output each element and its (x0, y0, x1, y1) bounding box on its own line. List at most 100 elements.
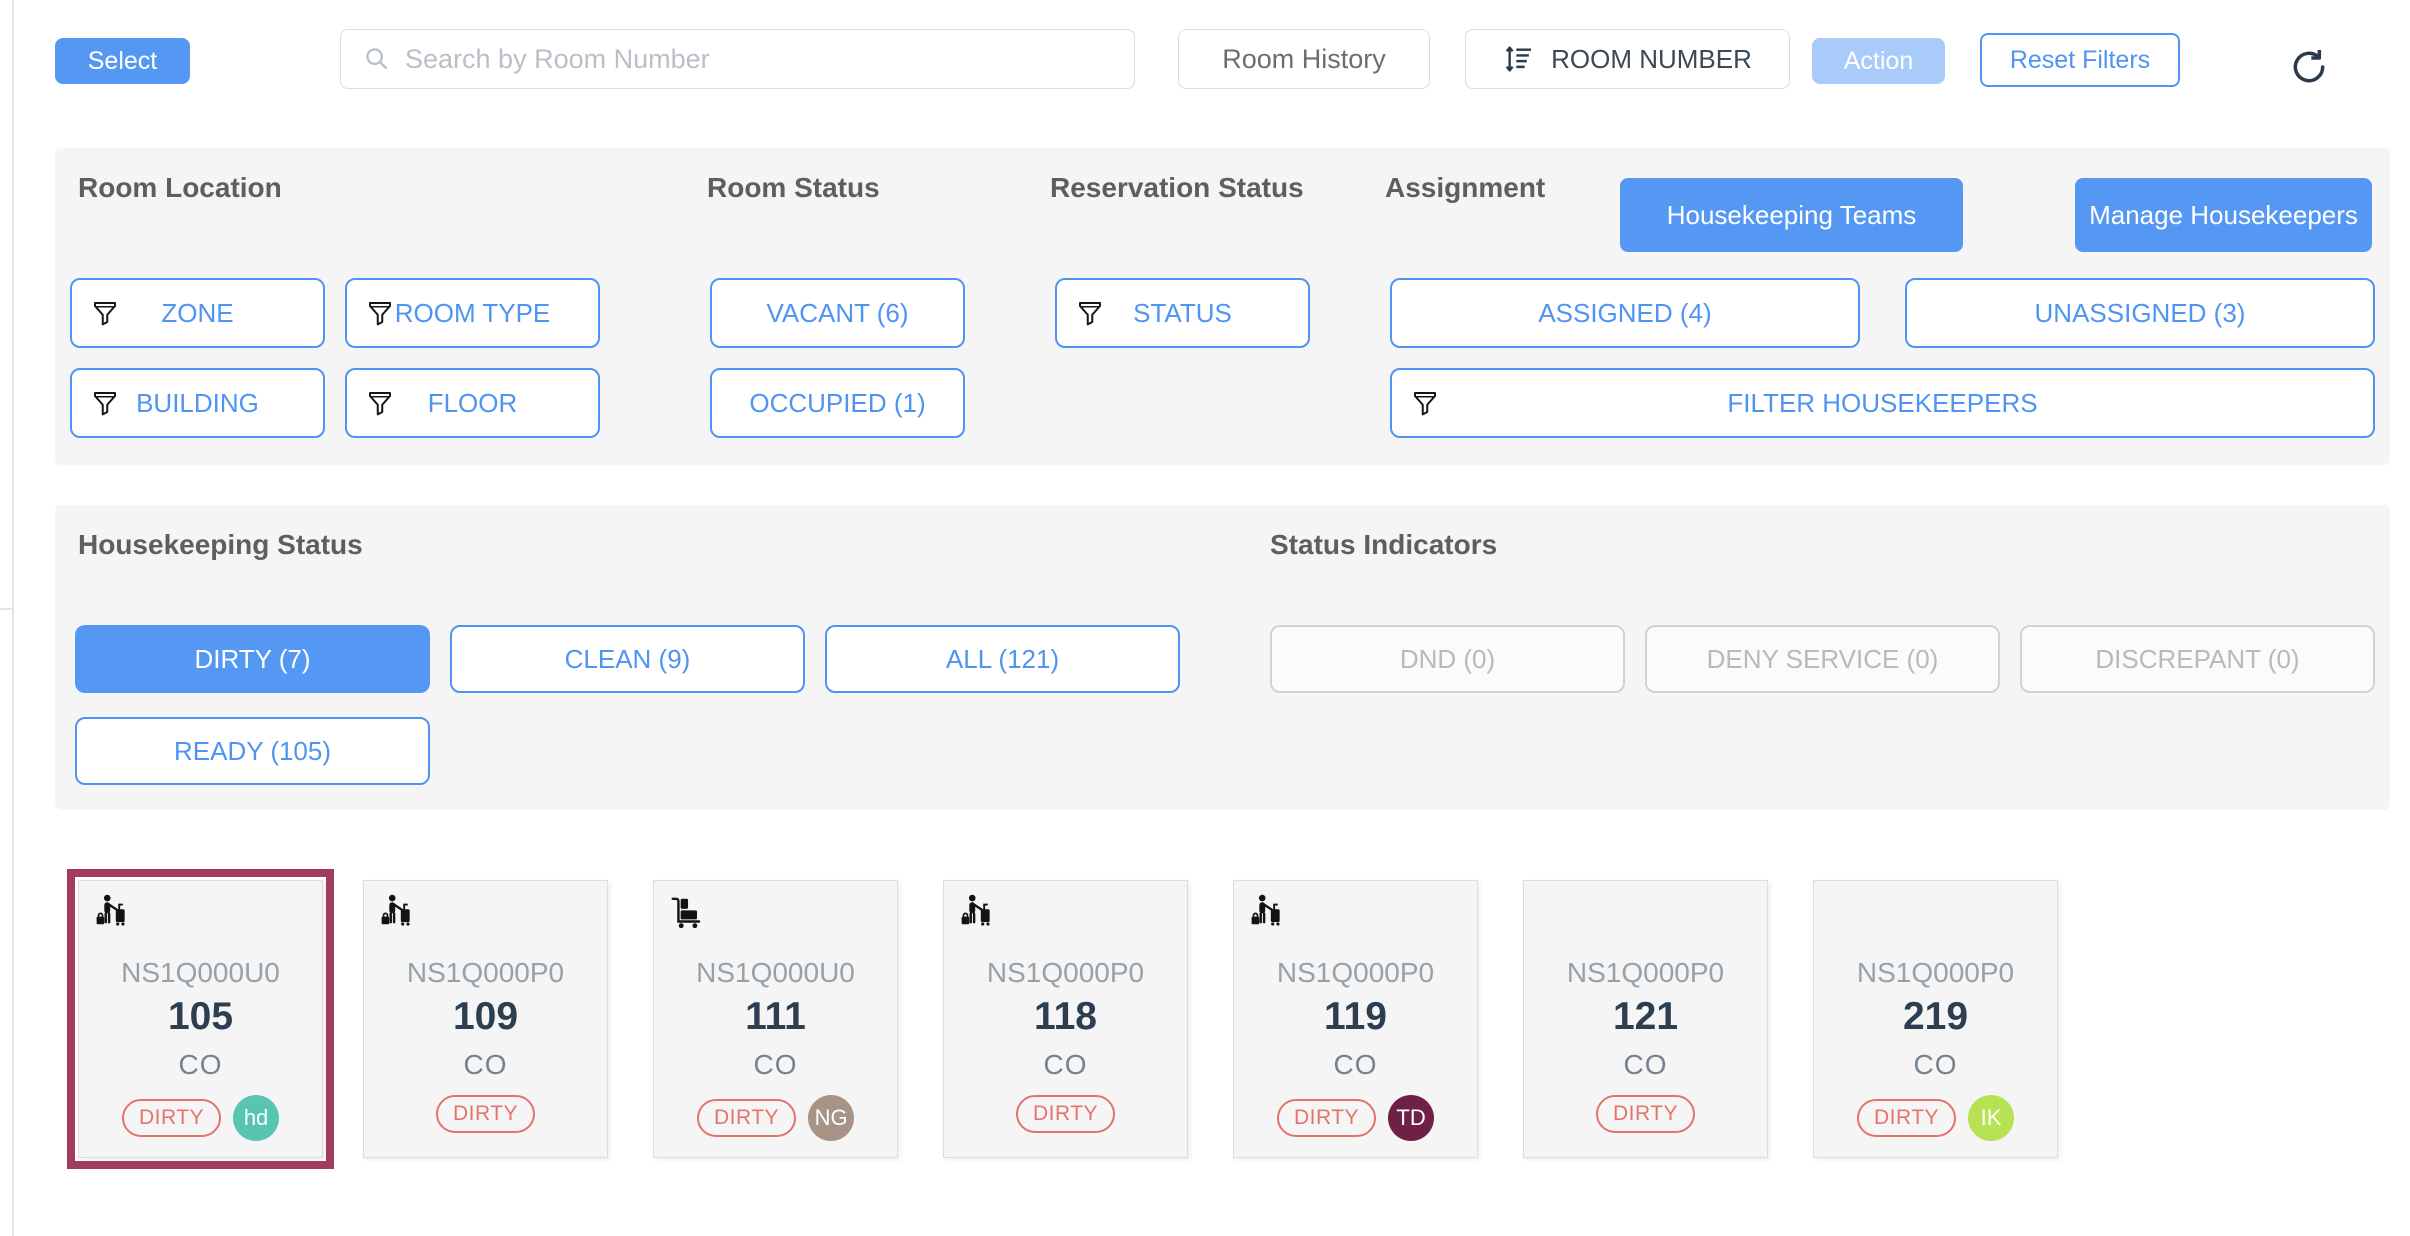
housekeeper-avatar[interactable]: NG (808, 1095, 855, 1141)
room-number: 105 (167, 995, 234, 1038)
room-type-filter-label: ROOM TYPE (394, 297, 551, 328)
room-type-code: NS1Q000P0 (1856, 957, 2015, 988)
room-badges: DIRTY hd (79, 1095, 322, 1141)
funnel-icon (365, 388, 395, 418)
room-type-code: NS1Q000P0 (986, 957, 1145, 988)
reset-filters-button[interactable]: Reset Filters (1980, 33, 2180, 87)
assigned-filter-button[interactable]: ASSIGNED (4) (1390, 278, 1860, 348)
room-number: 109 (452, 995, 519, 1038)
building-filter-button[interactable]: BUILDING (70, 368, 325, 438)
room-number: 119 (1324, 995, 1387, 1038)
filter-housekeepers-label: FILTER HOUSEKEEPERS (1727, 387, 2038, 418)
room-card-121[interactable]: NS1Q000P0 121 CO DIRTY (1523, 880, 1768, 1158)
room-type-code: NS1Q000U0 (121, 957, 280, 988)
floor-filter-label: FLOOR (427, 387, 518, 418)
housekeeping-teams-button[interactable]: Housekeeping Teams (1620, 178, 1963, 252)
unassigned-filter-button[interactable]: UNASSIGNED (3) (1905, 278, 2375, 348)
zone-filter-button[interactable]: ZONE (70, 278, 325, 348)
sidebar-edge-tick (0, 608, 12, 610)
guest-departure-icon (958, 893, 996, 931)
funnel-icon (1410, 388, 1440, 418)
room-type-code: NS1Q000P0 (1566, 957, 1725, 988)
room-number: 219 (1902, 995, 1969, 1038)
room-card-111[interactable]: NS1Q000U0 111 CO DIRTY NG (653, 880, 898, 1158)
dnd-filter-button: DND (0) (1270, 625, 1625, 693)
all-filter-button[interactable]: ALL (121) (825, 625, 1180, 693)
room-card-119[interactable]: NS1Q000P0 119 CO DIRTY TD (1233, 880, 1478, 1158)
refresh-button[interactable] (2285, 43, 2333, 91)
dirty-status-badge: DIRTY (121, 1099, 222, 1137)
deny-service-filter-button: DENY SERVICE (0) (1645, 625, 2000, 693)
sort-button[interactable]: ROOM NUMBER (1465, 29, 1790, 89)
zone-filter-label: ZONE (161, 297, 234, 328)
reservation-status-title: Reservation Status (1050, 172, 1304, 203)
reservation-status: CO (1333, 1049, 1378, 1080)
assignment-title: Assignment (1385, 172, 1546, 203)
room-card-118[interactable]: NS1Q000P0 118 CO DIRTY (943, 880, 1188, 1158)
discrepant-filter-button: DISCREPANT (0) (2020, 625, 2375, 693)
sort-label: ROOM NUMBER (1551, 43, 1752, 74)
room-number: 111 (745, 995, 806, 1038)
dirty-status-badge: DIRTY (1595, 1095, 1696, 1133)
guest-departure-icon (93, 893, 131, 931)
room-type-filter-button[interactable]: ROOM TYPE (345, 278, 600, 348)
vacant-filter-button[interactable]: VACANT (6) (710, 278, 965, 348)
room-type-code: NS1Q000P0 (406, 957, 565, 988)
select-button[interactable]: Select (55, 38, 190, 84)
guest-departure-icon (1248, 893, 1286, 931)
room-card-219[interactable]: NS1Q000P0 219 CO DIRTY IK (1813, 880, 2058, 1158)
housekeeper-avatar[interactable]: TD (1388, 1095, 1435, 1141)
funnel-icon (365, 298, 395, 328)
search-input[interactable] (405, 43, 1134, 75)
sort-icon (1503, 43, 1535, 75)
room-badges: DIRTY (944, 1095, 1187, 1133)
sidebar-edge-divider (12, 0, 14, 1236)
filter-housekeepers-button[interactable]: FILTER HOUSEKEEPERS (1390, 368, 2375, 438)
room-card-105[interactable]: NS1Q000U0 105 CO DIRTY hd (67, 869, 334, 1169)
ready-filter-button[interactable]: READY (105) (75, 717, 430, 785)
occupied-filter-button[interactable]: OCCUPIED (1) (710, 368, 965, 438)
reservation-status: CO (178, 1049, 223, 1080)
action-button: Action (1812, 38, 1945, 84)
reservation-status: CO (1043, 1049, 1088, 1080)
funnel-icon (90, 298, 120, 328)
room-type-code: NS1Q000P0 (1276, 957, 1435, 988)
room-card-109[interactable]: NS1Q000P0 109 CO DIRTY (363, 880, 608, 1158)
status-indicators-title: Status Indicators (1270, 529, 1498, 560)
reservation-status: CO (463, 1049, 508, 1080)
room-history-button[interactable]: Room History (1178, 29, 1430, 89)
room-number: 121 (1612, 995, 1679, 1038)
dirty-status-badge: DIRTY (435, 1095, 536, 1133)
reservation-status: CO (1913, 1049, 1958, 1080)
status-filter-label: STATUS (1133, 297, 1232, 328)
building-filter-label: BUILDING (136, 387, 259, 418)
room-badges: DIRTY TD (1234, 1095, 1477, 1141)
room-badges: DIRTY (364, 1095, 607, 1133)
room-type-code: NS1Q000U0 (696, 957, 855, 988)
luggage-cart-icon (668, 893, 706, 931)
reservation-status: CO (753, 1049, 798, 1080)
search-box[interactable] (340, 29, 1135, 89)
refresh-icon (2289, 47, 2329, 87)
dirty-status-badge: DIRTY (1276, 1099, 1377, 1137)
room-badges: DIRTY IK (1814, 1095, 2057, 1141)
guest-departure-icon (378, 893, 416, 931)
housekeeper-avatar[interactable]: hd (233, 1095, 280, 1141)
filters-panel: Room Location Room Status Reservation St… (55, 148, 2390, 465)
dirty-status-badge: DIRTY (696, 1099, 797, 1137)
room-number: 118 (1034, 995, 1097, 1038)
housekeeper-avatar[interactable]: IK (1968, 1095, 2015, 1141)
funnel-icon (90, 388, 120, 418)
clean-filter-button[interactable]: CLEAN (9) (450, 625, 805, 693)
dirty-filter-button[interactable]: DIRTY (7) (75, 625, 430, 693)
room-badges: DIRTY NG (654, 1095, 897, 1141)
funnel-icon (1075, 298, 1105, 328)
dirty-status-badge: DIRTY (1015, 1095, 1116, 1133)
manage-housekeepers-button[interactable]: Manage Housekeepers (2075, 178, 2372, 252)
reservation-status-filter-button[interactable]: STATUS (1055, 278, 1310, 348)
reservation-status: CO (1623, 1049, 1668, 1080)
dirty-status-badge: DIRTY (1856, 1099, 1957, 1137)
floor-filter-button[interactable]: FLOOR (345, 368, 600, 438)
housekeeping-status-title: Housekeeping Status (78, 529, 363, 560)
